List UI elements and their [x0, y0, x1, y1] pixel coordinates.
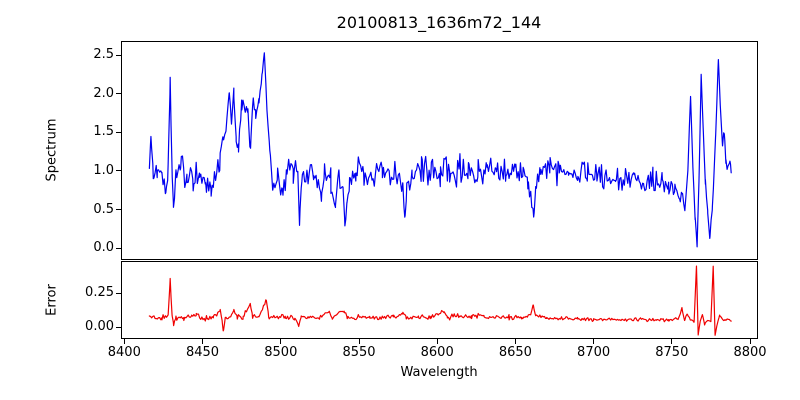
x-tick-label: 8400	[107, 345, 141, 360]
spectrum-y-tick-label: 1.5	[93, 124, 114, 140]
x-tick	[358, 339, 360, 344]
spectrum-y-tick-label: 2.5	[93, 47, 114, 63]
x-tick-label: 8500	[264, 345, 298, 360]
x-tick-label: 8650	[498, 345, 532, 360]
x-tick	[593, 339, 595, 344]
x-tick-label: 8450	[185, 345, 220, 360]
spectrum-y-tick-label: 1.0	[93, 162, 114, 178]
spectrum-y-tick	[116, 247, 121, 249]
x-tick-label: 8600	[420, 345, 454, 360]
spectrum-y-tick	[116, 170, 121, 172]
spectrum-line-plot	[148, 52, 732, 248]
spectrum-y-tick	[116, 209, 121, 210]
x-tick-label: 8550	[342, 345, 376, 360]
spectrum-y-tick-label: 2.0	[93, 85, 114, 101]
x-tick	[671, 339, 673, 344]
x-tick	[514, 339, 516, 344]
error-y-axis-label: Error	[44, 284, 60, 316]
x-tick	[436, 339, 438, 344]
spectrum-panel	[121, 41, 758, 260]
x-tick	[123, 339, 125, 344]
error-y-tick	[116, 326, 121, 328]
error-y-tick-label: 0.25	[85, 285, 114, 300]
x-tick-label: 8750	[655, 345, 689, 360]
spectrum-y-tick	[116, 131, 121, 133]
spectrum-y-axis-label: Spectrum	[44, 118, 60, 182]
spectrum-y-tick	[116, 93, 121, 95]
error-line-plot	[148, 265, 732, 336]
x-tick-label: 8800	[733, 345, 767, 360]
chart-title: 20100813_1636m72_144	[336, 13, 542, 32]
error-y-tick	[116, 292, 121, 294]
x-tick	[280, 339, 282, 344]
error-line	[148, 265, 732, 336]
spectrum-y-tick	[116, 54, 121, 56]
spectrum-line	[148, 52, 732, 248]
spectrum-y-tick-label: 0.0	[93, 240, 114, 255]
x-tick-label: 8700	[577, 345, 611, 360]
spectrum-y-tick-label: 0.5	[93, 201, 114, 217]
error-y-tick-label: 0.00	[85, 319, 114, 334]
x-tick	[749, 339, 751, 344]
x-tick	[202, 339, 203, 344]
error-panel	[121, 261, 758, 339]
x-axis-label: Wavelength	[400, 365, 478, 380]
